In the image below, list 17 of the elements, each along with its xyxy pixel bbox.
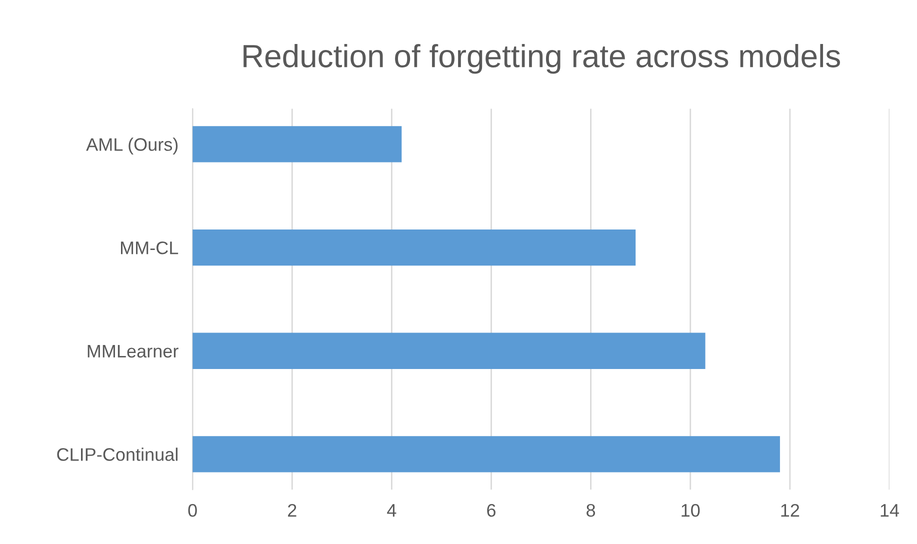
- x-tick-label: 8: [586, 504, 596, 517]
- x-tick-label: 14: [880, 504, 900, 517]
- y-tick-label: MM-CL: [120, 241, 178, 254]
- y-tick-label: CLIP-Continual: [57, 448, 178, 461]
- x-tick-label: 12: [781, 504, 800, 517]
- bar: [192, 332, 706, 369]
- x-tick-label: 4: [387, 504, 396, 517]
- x-tick-label: 0: [188, 504, 197, 517]
- y-tick-label: MMLearner: [88, 344, 178, 358]
- y-tick-label: AML (Ours): [86, 138, 178, 154]
- bar: [192, 126, 402, 162]
- x-tick-label: 6: [487, 504, 496, 517]
- bar: [192, 436, 780, 472]
- bar: [192, 229, 636, 266]
- x-tick-label: 2: [288, 504, 296, 517]
- chart-title: Reduction of forgetting rate across models: [244, 44, 840, 74]
- x-tick-label: 10: [682, 504, 700, 517]
